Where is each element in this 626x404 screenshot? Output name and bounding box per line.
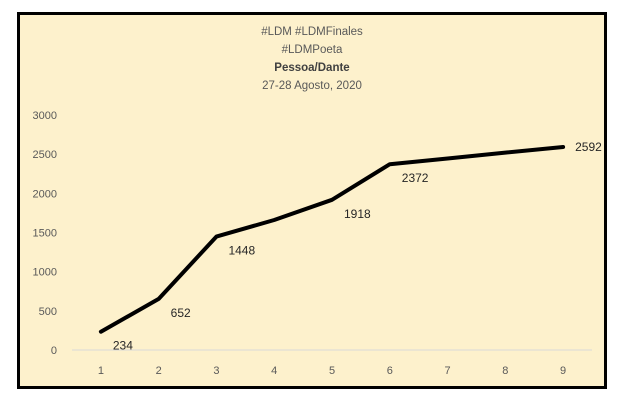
x-tick-label: 6 xyxy=(387,365,393,377)
x-tick-label: 9 xyxy=(560,365,566,377)
data-label: 1918 xyxy=(344,207,371,221)
x-axis-ticks: 1 2 3 4 5 6 7 8 9 xyxy=(98,365,566,377)
x-tick-label: 1 xyxy=(98,365,104,377)
y-tick-label: 0 xyxy=(51,345,57,357)
data-label: 234 xyxy=(113,339,133,353)
x-tick-label: 8 xyxy=(502,365,508,377)
chart-title-line-2: #LDMPoeta xyxy=(281,44,343,56)
y-tick-label: 1000 xyxy=(33,267,57,279)
y-tick-label: 1500 xyxy=(33,228,57,240)
x-tick-label: 3 xyxy=(213,365,219,377)
chart-subtitle: 27-28 Agosto, 2020 xyxy=(262,80,362,92)
x-tick-label: 5 xyxy=(329,365,335,377)
x-tick-label: 7 xyxy=(444,365,450,377)
chart-title-bold: Pessoa/Dante xyxy=(274,62,350,74)
chart-frame xyxy=(17,12,607,389)
x-tick-label: 2 xyxy=(156,365,162,377)
y-axis-ticks: 0 500 1000 1500 2000 2500 3000 xyxy=(33,110,57,357)
y-tick-label: 500 xyxy=(39,306,57,318)
y-tick-label: 3000 xyxy=(33,110,57,122)
data-labels: 234 652 1448 1918 2372 2592 xyxy=(113,140,602,353)
chart-title-line-1: #LDM #LDMFinales xyxy=(261,26,363,38)
data-label: 652 xyxy=(171,306,191,320)
data-label: 1448 xyxy=(228,244,255,258)
x-tick-label: 4 xyxy=(271,365,277,377)
series-line xyxy=(98,145,566,334)
y-tick-label: 2000 xyxy=(33,188,57,200)
data-label: 2592 xyxy=(575,140,602,154)
y-tick-label: 2500 xyxy=(33,149,57,161)
data-label: 2372 xyxy=(402,171,429,185)
